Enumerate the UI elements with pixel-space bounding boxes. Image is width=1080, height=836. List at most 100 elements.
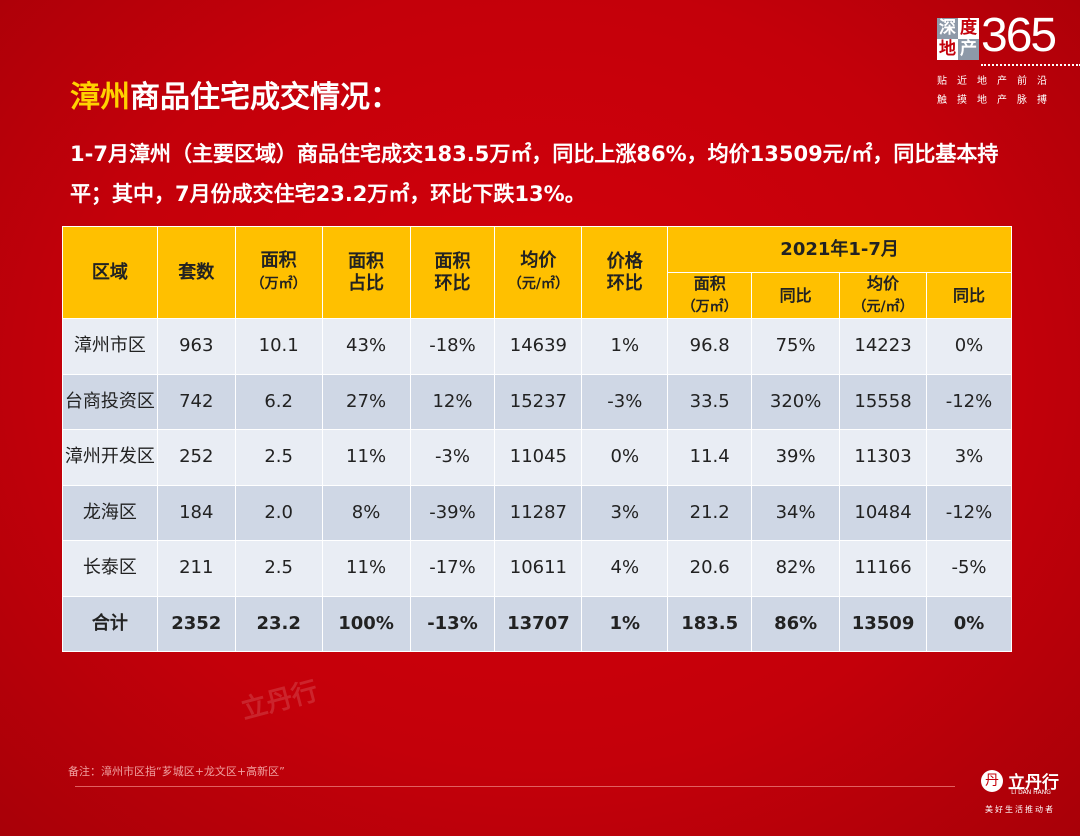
table-cell: 33.5: [667, 373, 753, 430]
table-cell: 39%: [751, 429, 841, 486]
table-cell: -12%: [926, 373, 1012, 430]
table-cell: 15558: [839, 373, 927, 430]
table-cell: 82%: [751, 540, 841, 597]
table-cell: 4%: [581, 540, 669, 597]
header-area-share: 面积占比: [321, 226, 411, 319]
table-cell: 742: [156, 373, 236, 430]
table-cell: 86%: [751, 595, 841, 652]
table-cell: 34%: [751, 484, 841, 541]
table-cell: -39%: [409, 484, 496, 541]
table-cell: 0%: [926, 595, 1012, 652]
region-cell: 漳州市区: [62, 318, 158, 375]
header-label: 面积占比: [348, 250, 385, 294]
logo-number: 365: [981, 9, 1057, 62]
header-area-mom: 面积环比: [409, 226, 496, 319]
summary-text: 1-7月漳州（主要区域）商品住宅成交183.5万㎡，同比上涨86%，均价1350…: [70, 142, 999, 206]
title-text: 商品住宅成交情况：: [130, 80, 400, 115]
table-cell: 211: [156, 540, 236, 597]
logo-divider: [981, 64, 1080, 66]
header-label: 面积环比: [434, 250, 471, 294]
logo-char: 深: [937, 18, 958, 39]
table-cell: 13707: [494, 595, 583, 652]
transaction-table: 区域 套数 面积 （万㎡） 面积占比 面积环比 均价 （元/㎡） 价格环比 2021…: [62, 226, 1012, 652]
table-cell: -13%: [409, 595, 496, 652]
table-cell: 252: [156, 429, 236, 486]
table-cell: 184: [156, 484, 236, 541]
header-ytd-area-yoy: 同比: [751, 272, 841, 319]
table-cell: 11045: [494, 429, 583, 486]
table-cell: 27%: [321, 373, 411, 430]
tagline-line: 触摸地产脉搏: [937, 95, 1057, 106]
title-highlight: 漳州: [70, 80, 130, 115]
table-cell: 12%: [409, 373, 496, 430]
tagline-line: 贴近地产前沿: [937, 76, 1057, 87]
table-cell: 0%: [581, 429, 669, 486]
table-cell: -17%: [409, 540, 496, 597]
region-cell: 漳州开发区: [62, 429, 158, 486]
table-cell: 11303: [839, 429, 927, 486]
table-cell: 21.2: [667, 484, 753, 541]
table-cell: 183.5: [667, 595, 753, 652]
region-cell: 龙海区: [62, 484, 158, 541]
table-cell: 11.4: [667, 429, 753, 486]
header-ytd-price-yoy: 同比: [926, 272, 1012, 319]
header-ytd-area: 面积 （万㎡）: [667, 272, 753, 319]
header-unit: （元/㎡）: [852, 299, 914, 315]
table-cell: 11%: [321, 540, 411, 597]
header-ytd-group: 2021年1-7月: [667, 226, 1012, 273]
logo-char: 度: [958, 18, 979, 39]
table-cell: 320%: [751, 373, 841, 430]
table-cell: 75%: [751, 318, 841, 375]
lidanhang-logo: 丹 立丹行 LI DAN HANG 美好生活推动者: [975, 768, 1065, 815]
header-label: 均价: [520, 250, 557, 271]
header-label: 价格环比: [606, 250, 643, 294]
lidanhang-mark-icon: 丹: [980, 769, 1003, 792]
table-cell: 11287: [494, 484, 583, 541]
table-cell: 2352: [156, 595, 236, 652]
header-region: 区域: [62, 226, 158, 319]
table-cell: -12%: [926, 484, 1012, 541]
header-unit: （万㎡）: [681, 299, 738, 315]
table-cell: 14639: [494, 318, 583, 375]
brand-slogan: 美好生活推动者: [985, 805, 1055, 814]
header-ytd-price: 均价 （元/㎡）: [839, 272, 927, 319]
table-cell: 10484: [839, 484, 927, 541]
header-price-mom: 价格环比: [581, 226, 669, 319]
table-cell: 43%: [321, 318, 411, 375]
table-row: 台商投资区 742 6.2 27% 12% 15237 -3% 33.5 320% 15558 -1…: [62, 373, 1012, 430]
logo-tagline: 贴近地产前沿 触摸地产脉搏: [937, 72, 1080, 110]
table-cell: 963: [156, 318, 236, 375]
logo-char: 产: [958, 39, 979, 60]
table-cell: 11%: [321, 429, 411, 486]
table-row: 长泰区 211 2.5 11% -17% 10611 4% 20.6 82% 11166 -5%: [62, 540, 1012, 597]
footnote: 备注：漳州市区指“芗城区+龙文区+高新区”: [68, 765, 285, 778]
header-avg-price: 均价 （元/㎡）: [494, 226, 583, 319]
table-row: 龙海区 184 2.0 8% -39% 11287 3% 21.2 34% 10484 -12%: [62, 484, 1012, 541]
header-label: 面积: [693, 274, 726, 293]
table-row: 漳州开发区 252 2.5 11% -3% 11045 0% 11.4 39% 11303 3%: [62, 429, 1012, 486]
table-cell: 14223: [839, 318, 927, 375]
table-cell: 3%: [581, 484, 669, 541]
table-cell: 13509: [839, 595, 927, 652]
logo-char: 地: [937, 39, 958, 60]
table-cell: 2.0: [234, 484, 323, 541]
header-label: 均价: [867, 274, 900, 293]
region-cell: 台商投资区: [62, 373, 158, 430]
header-unit: （元/㎡）: [507, 276, 569, 292]
footnote-divider: [75, 786, 955, 787]
table-cell: -5%: [926, 540, 1012, 597]
table-cell: 8%: [321, 484, 411, 541]
table-cell: 100%: [321, 595, 411, 652]
table-cell: 15237: [494, 373, 583, 430]
table-cell: 96.8: [667, 318, 753, 375]
table-cell: 23.2: [234, 595, 323, 652]
table-cell: -3%: [581, 373, 669, 430]
page-title: 漳州商品住宅成交情况：: [70, 72, 400, 116]
brand-name: 立丹行: [1008, 773, 1060, 793]
table-cell: 0%: [926, 318, 1012, 375]
header-unit: （万㎡）: [250, 276, 307, 292]
brand-en: LI DAN HANG: [1011, 789, 1051, 796]
table-cell: 6.2: [234, 373, 323, 430]
table-row: 漳州市区 963 10.1 43% -18% 14639 1% 96.8 75% 14223 0%: [62, 318, 1012, 375]
table-cell: 10611: [494, 540, 583, 597]
